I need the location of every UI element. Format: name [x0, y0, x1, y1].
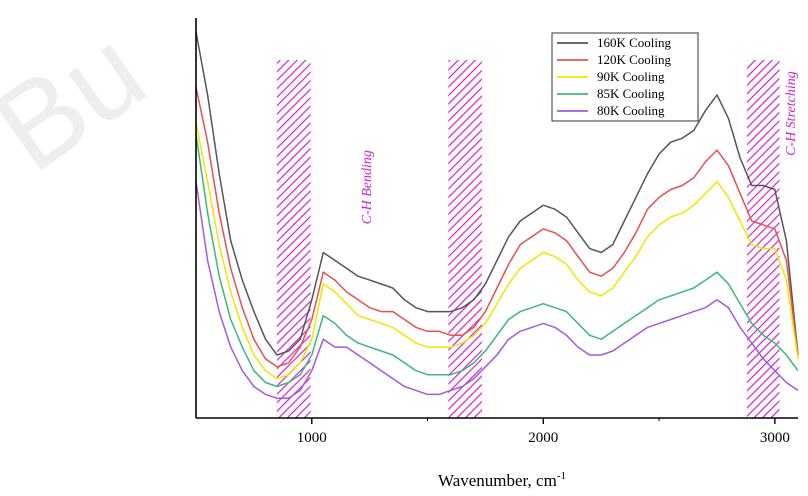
x-tick-label: 3000: [760, 430, 790, 446]
hatched-bands: [277, 60, 780, 418]
legend-label: 120K Cooling: [597, 52, 672, 67]
x-tick-label: 2000: [528, 430, 558, 446]
legend-label: 85K Cooling: [597, 86, 665, 101]
legend-label: 80K Cooling: [597, 103, 665, 118]
series-line-85k-cooling: [195, 134, 799, 388]
band-annotation-1: C-H Bending: [360, 150, 375, 224]
x-axis-ticks: 1000 2000 3000: [297, 418, 790, 446]
series-line-90k-cooling: [195, 122, 799, 380]
spectrum-lines: [195, 31, 799, 400]
x-axis-title-superscript: -1: [557, 470, 566, 482]
legend: 160K Cooling 120K Cooling 90K Cooling 85K C…: [551, 32, 699, 122]
x-tick-label: 1000: [297, 430, 327, 446]
hatched-band-1: [277, 60, 311, 418]
hatched-band-2: [448, 60, 482, 418]
legend-label: 90K Cooling: [597, 69, 665, 84]
band-annotations: C-H Bending C-H Stretching: [360, 71, 799, 224]
series-line-80k-cooling: [195, 181, 799, 400]
hatched-band-3: [747, 60, 780, 418]
series-line-120k-cooling: [195, 86, 799, 368]
series-line-160k-cooling: [195, 31, 799, 356]
watermark-text: Bu: [0, 3, 168, 197]
legend-label: 160K Cooling: [597, 35, 672, 50]
band-annotation-2: C-H Stretching: [784, 71, 799, 156]
x-axis-title: Wavenumber, cm-1: [438, 470, 566, 490]
